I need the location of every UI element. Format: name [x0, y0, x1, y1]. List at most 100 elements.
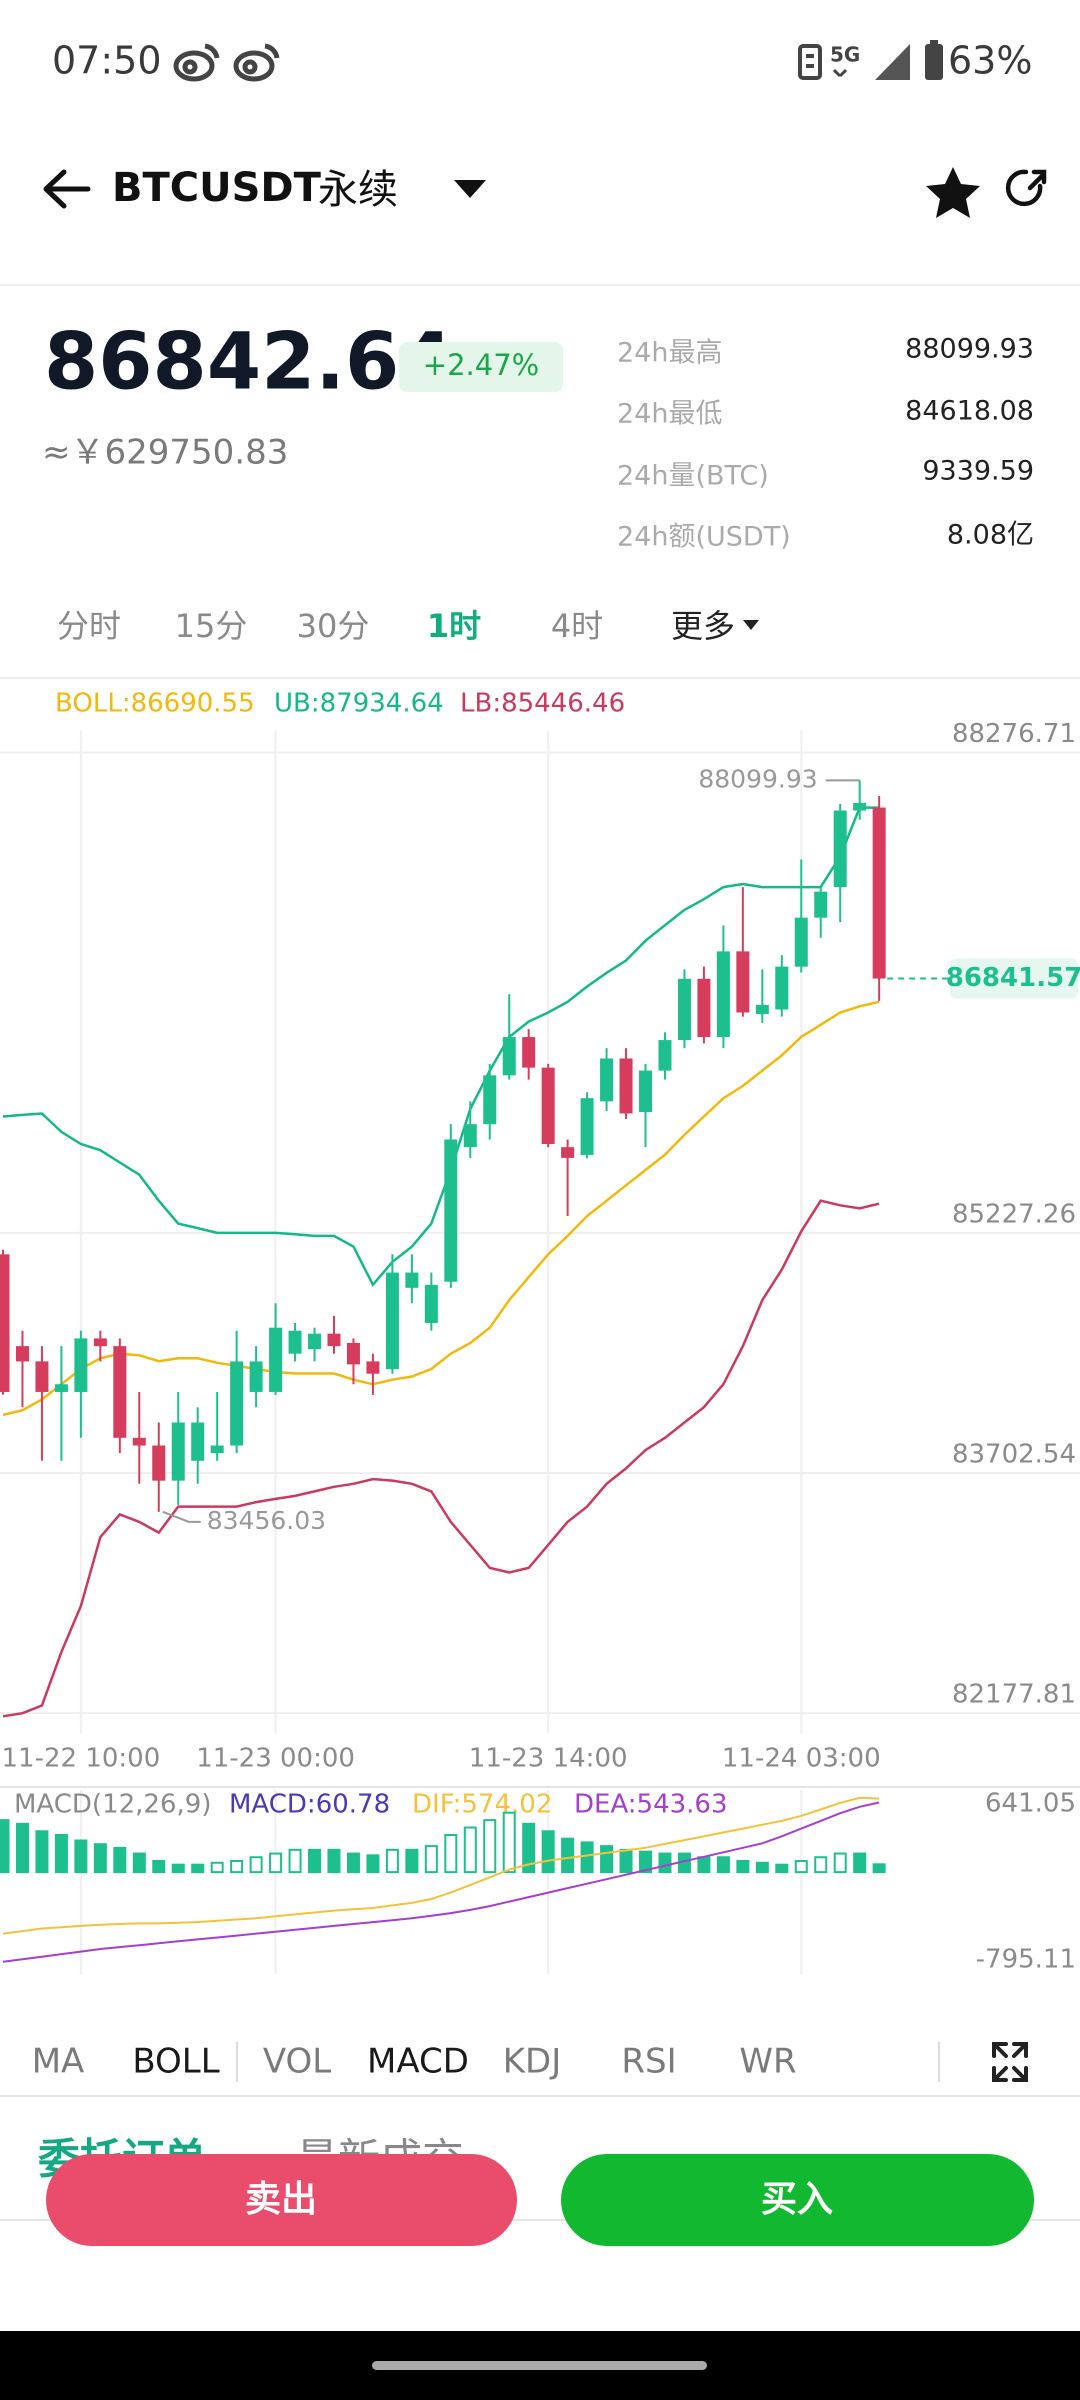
stat-label: 24h额(USDT) — [617, 522, 791, 553]
more-dropdown[interactable] — [743, 620, 759, 630]
indicator-tab[interactable]: RSI — [621, 2042, 676, 2082]
interval-tab[interactable]: 4时 — [551, 607, 603, 645]
y-tick-label: 85227.26 — [952, 1199, 1076, 1229]
macd-bar — [405, 1848, 419, 1874]
candle-body — [814, 891, 828, 918]
interval-tab[interactable]: 15分 — [175, 607, 248, 645]
macd-bar — [658, 1852, 672, 1874]
buy-label[interactable]: 买入 — [761, 2179, 833, 2220]
candle-body — [424, 1284, 438, 1323]
candle-body — [288, 1330, 302, 1354]
indicator-lines — [2, 806, 880, 1718]
macd-bar — [0, 1819, 10, 1874]
low-label: 83456.03 — [207, 1506, 326, 1535]
interval-tab[interactable]: 分时 — [57, 607, 121, 645]
macd-bar — [697, 1856, 711, 1874]
macd-bar — [74, 1839, 88, 1874]
legend-entry: BOLL:86690.55 — [55, 689, 255, 719]
stat-value: 84618.08 — [905, 396, 1034, 427]
x-tick-label: 11-23 00:00 — [196, 1744, 355, 1774]
candle-body — [853, 802, 867, 811]
symbol-dropdown[interactable] — [454, 180, 486, 198]
indicator-tab[interactable]: VOL — [263, 2042, 331, 2082]
macd-bar — [502, 1811, 516, 1874]
share-button[interactable] — [1005, 169, 1047, 207]
x-tick-label: 11-24 03:00 — [722, 1744, 881, 1774]
indicator-tab[interactable]: BOLL — [132, 2042, 219, 2082]
macd-bar — [541, 1830, 555, 1874]
annotations: 88099.93 83456.03 86841.57 — [162, 764, 1080, 1535]
interval-tab[interactable]: 30分 — [297, 607, 370, 645]
stat-label: 24h最高 — [617, 338, 722, 369]
candle-body — [327, 1333, 341, 1347]
battery-icon — [925, 40, 943, 80]
indicator-tab[interactable]: WR — [739, 2042, 796, 2082]
x-tick-label: 11-22 10:00 — [2, 1744, 161, 1774]
macd-bar — [775, 1863, 789, 1874]
candle-body — [716, 951, 730, 1038]
grid: 88276.71 85227.26 83702.54 82177.81 11-22 10… — [0, 719, 1080, 1974]
macd-title: MACD(12,26,9) — [14, 1790, 211, 1820]
candle-body — [794, 917, 808, 967]
macd-bar — [249, 1856, 263, 1874]
candle-body — [639, 1070, 653, 1113]
macd-bar — [853, 1852, 867, 1874]
macd-line — [2, 1796, 880, 1935]
fullscreen-button[interactable] — [992, 2042, 1028, 2082]
weibo-icon — [233, 43, 280, 82]
macd-bar — [230, 1859, 244, 1874]
sell-button[interactable] — [46, 2154, 517, 2246]
indicator-tabs: MA BOLL VOL MACD KDJ RSI WR — [32, 2042, 797, 2082]
candle-body — [171, 1422, 185, 1481]
candle-body — [444, 1139, 458, 1282]
interval-tab[interactable]: 1时 — [427, 607, 481, 645]
candle-body — [833, 810, 847, 888]
macd-line — [2, 1801, 880, 1963]
stat-value: 8.08亿 — [947, 520, 1034, 551]
favorite-star[interactable] — [926, 167, 980, 218]
candle-body — [483, 1075, 497, 1125]
home-indicator[interactable] — [372, 2361, 707, 2370]
boll-line — [2, 806, 880, 1288]
indicator-tab[interactable]: MACD — [367, 2042, 469, 2082]
stat-value: 88099.93 — [905, 334, 1034, 365]
candle-body — [366, 1361, 380, 1374]
candle-body — [697, 978, 711, 1038]
indicator-tab[interactable]: KDJ — [503, 2042, 562, 2082]
change-badge — [399, 342, 563, 392]
candle-body — [191, 1422, 205, 1461]
symbol[interactable]: BTCUSDT — [112, 165, 322, 211]
contract-type[interactable]: 永续 — [318, 167, 398, 213]
signal-icon — [875, 44, 910, 80]
indicator-tab[interactable]: MA — [32, 2042, 85, 2082]
x-tick-label: 11-23 14:00 — [469, 1744, 628, 1774]
low-marker — [162, 1510, 201, 1523]
macd-bar — [366, 1854, 380, 1874]
sell-label[interactable]: 卖出 — [245, 2179, 317, 2220]
candle-body — [0, 1254, 10, 1392]
buy-button[interactable] — [561, 2154, 1034, 2246]
back-button[interactable] — [43, 169, 91, 209]
macd-bar — [132, 1852, 146, 1874]
candle-body — [269, 1327, 283, 1392]
last-price: 86842.64 — [44, 317, 454, 407]
macd-bar — [794, 1859, 808, 1874]
legend-entry: DIF:574.02 — [412, 1790, 552, 1820]
candle-body — [658, 1040, 672, 1071]
boll-line — [2, 1000, 880, 1417]
macd-bar — [716, 1856, 730, 1874]
data-arrows — [832, 68, 848, 78]
macd-bar — [619, 1848, 633, 1874]
macd-bar — [35, 1830, 49, 1874]
interval-tab[interactable]: 更多 — [671, 607, 735, 645]
macd-bar — [561, 1837, 575, 1874]
stats: 24h最高 88099.93 24h最低 84618.08 24h量(BTC) … — [617, 334, 1034, 553]
macd-bar — [171, 1863, 185, 1874]
macd-bar — [755, 1861, 769, 1874]
macd-bar — [152, 1859, 166, 1874]
legend-entry: UB:87934.64 — [274, 689, 444, 719]
candle-body — [346, 1342, 360, 1365]
candle-body — [502, 1037, 516, 1076]
candle-body — [619, 1058, 633, 1114]
